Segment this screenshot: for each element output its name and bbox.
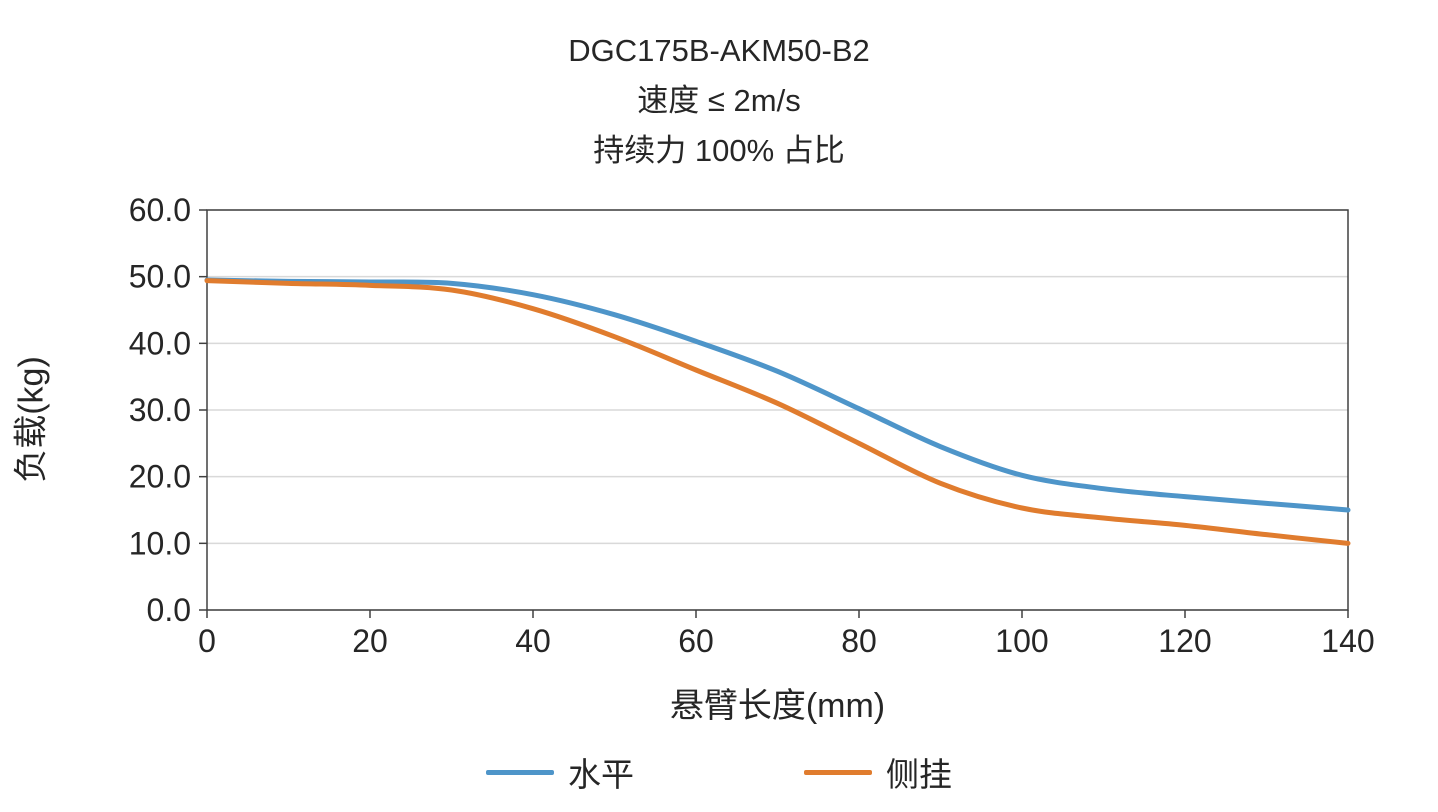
y-tick-label: 30.0 bbox=[129, 392, 191, 428]
x-tick-label: 100 bbox=[995, 623, 1048, 659]
y-tick-label: 60.0 bbox=[129, 192, 191, 228]
x-tick-label: 80 bbox=[841, 623, 877, 659]
series-line-1 bbox=[204, 278, 1351, 546]
x-tick-label: 20 bbox=[352, 623, 388, 659]
sidemount-series-line-icon bbox=[804, 769, 872, 775]
horizontal-series-line-icon bbox=[486, 769, 554, 775]
x-tick-label: 140 bbox=[1321, 623, 1374, 659]
legend-label-sidemount: 侧挂 bbox=[886, 756, 952, 793]
y-tick-label: 0.0 bbox=[147, 592, 191, 628]
chart-title-line2: 速度 ≤ 2m/s bbox=[637, 83, 801, 118]
chart-title-line3: 持续力 100% 占比 bbox=[593, 133, 845, 168]
x-tick-label: 120 bbox=[1158, 623, 1211, 659]
gridlines bbox=[207, 209, 1348, 611]
chart-title-line1: DGC175B-AKM50-B2 bbox=[568, 33, 870, 68]
y-tick-label: 50.0 bbox=[129, 259, 191, 295]
y-tick-label: 10.0 bbox=[129, 525, 191, 561]
x-tick-label: 40 bbox=[515, 623, 551, 659]
axis-ticks: 0 20 40 60 80 100 120 140 0.0 10.0 20.0 30.0 40.0 50.… bbox=[129, 192, 1375, 659]
series-line-0 bbox=[204, 277, 1351, 513]
y-tick-label: 20.0 bbox=[129, 459, 191, 495]
chart-legend: 水平 侧挂 bbox=[0, 748, 1438, 796]
x-tick-label: 0 bbox=[198, 623, 216, 659]
y-axis-label: 负载(kg) bbox=[12, 356, 51, 483]
y-tick-label: 40.0 bbox=[129, 325, 191, 361]
x-tick-label: 60 bbox=[678, 623, 714, 659]
legend-item-sidemount: 侧挂 bbox=[804, 748, 952, 796]
legend-label-horizontal: 水平 bbox=[568, 756, 634, 793]
chart-title-block: DGC175B-AKM50-B2 速度 ≤ 2m/s 持续力 100% 占比 bbox=[0, 26, 1438, 176]
x-axis-label: 悬臂长度(mm) bbox=[669, 687, 886, 725]
legend-item-horizontal: 水平 bbox=[486, 748, 634, 796]
